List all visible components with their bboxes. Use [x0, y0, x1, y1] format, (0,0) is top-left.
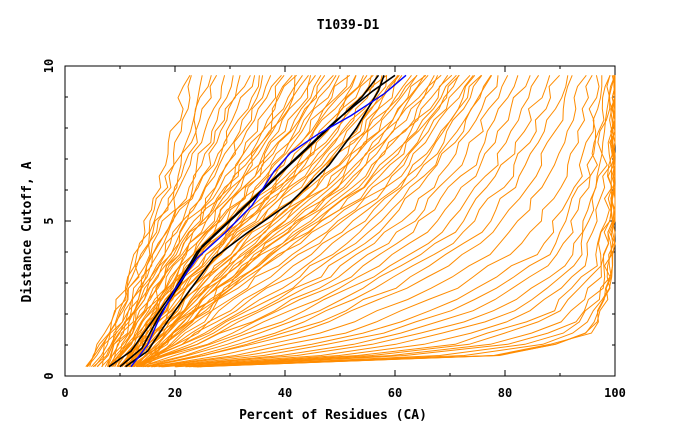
model-curve-model-low-a — [161, 75, 611, 368]
model-curve-model-bundle-a — [92, 75, 234, 368]
highlight-model-3 — [125, 75, 385, 368]
model-curve-model-bundle-g — [135, 75, 425, 368]
x-tick-label: 80 — [498, 386, 512, 400]
x-tick-label: 40 — [278, 386, 292, 400]
model-curve-model-bundle-c — [114, 75, 296, 367]
model-curve-model-mid-d — [151, 75, 593, 368]
model-curve-model-bundle-e — [125, 75, 364, 367]
model-curve-model-bundle-i — [132, 75, 493, 368]
model-curve-model-low-e — [196, 75, 616, 368]
model-curve-model-mid-b — [133, 75, 519, 368]
model-curve-model-bundle-c — [107, 74, 293, 367]
model-curve-model-mid-c — [144, 75, 551, 368]
model-curve-model-bundle-c — [111, 75, 312, 367]
model-curve-model-bundle-g — [135, 74, 429, 368]
model-curve-model-low-d — [193, 75, 616, 368]
model-curve-model-bundle-h — [133, 75, 439, 368]
x-axis-title: Percent of Residues (CA) — [239, 408, 427, 423]
model-curve-model-bundle-b — [107, 75, 264, 367]
x-tick-label: 20 — [168, 386, 182, 400]
model-curve-model-mid-c — [146, 74, 560, 368]
model-curve-model-low-b — [161, 75, 611, 368]
y-tick-label: 5 — [42, 217, 56, 224]
model-curve-model-mid-a — [129, 75, 492, 368]
chart-title: T1039-D1 — [317, 18, 380, 33]
model-curve-model-low-b — [163, 75, 616, 368]
model-curve-model-bundle-f — [130, 74, 399, 367]
model-curve-model-mid-d — [151, 74, 587, 368]
model-curve-model-mid-a — [130, 75, 499, 368]
x-tick-label: 100 — [604, 386, 626, 400]
model-curve-model-mid-a — [138, 75, 509, 368]
model-curve-model-mid-d — [147, 75, 573, 368]
model-curve-model-bundle-b — [104, 75, 260, 367]
model-curve-model-bundle-b — [101, 75, 272, 368]
model-curve-model-low-e — [194, 75, 616, 368]
y-tick-label: 0 — [42, 372, 56, 379]
model-curve-model-bundle-b — [97, 75, 241, 368]
model-curve-model-bundle-a — [94, 75, 218, 368]
model-curve-model-bundle-i — [138, 75, 483, 368]
model-curve-model-bundle-b — [110, 74, 282, 367]
model-curve-model-bundle-a — [85, 75, 192, 368]
model-curve-model-bundle-g — [131, 75, 418, 368]
series-layer — [85, 74, 616, 368]
model-curve-model-bundle-a — [91, 75, 226, 368]
highlight-model-2 — [119, 74, 396, 368]
model-curve-model-bundle-f — [126, 75, 398, 368]
model-curve-model-mid-b — [140, 75, 531, 368]
model-curve-model-bundle-d — [117, 75, 340, 368]
model-curve-model-low-a — [158, 75, 603, 368]
model-curve-model-bundle-c — [108, 74, 285, 367]
model-curve-model-low-b — [174, 75, 616, 368]
x-tick-label: 0 — [61, 386, 68, 400]
y-tick-label: 10 — [42, 59, 56, 73]
model-curve-model-mid-b — [138, 75, 540, 368]
model-curve-model-mid-c — [142, 75, 569, 368]
model-curve-model-bundle-f — [124, 75, 378, 368]
model-curve-model-bundle-a — [87, 75, 212, 368]
x-tick-label: 60 — [388, 386, 402, 400]
reference-model — [130, 74, 407, 368]
model-curve-model-bundle-h — [140, 74, 460, 368]
model-curve-model-bundle-i — [136, 74, 471, 368]
model-curve-model-bundle-d — [112, 75, 326, 367]
tick-labels: 0 20 40 60 80 100 0 5 10 — [42, 59, 626, 400]
y-axis-title: Distance Cutoff, A — [20, 161, 35, 302]
model-curve-model-bundle-g — [127, 75, 403, 368]
model-curve-model-bundle-h — [133, 75, 435, 368]
model-curve-model-bundle-i — [144, 75, 460, 368]
model-curve-model-bundle-c — [114, 74, 309, 367]
model-curve-model-bundle-g — [129, 74, 412, 368]
model-curve-model-bundle-i — [131, 74, 482, 368]
model-curve-model-bundle-i — [141, 74, 474, 368]
